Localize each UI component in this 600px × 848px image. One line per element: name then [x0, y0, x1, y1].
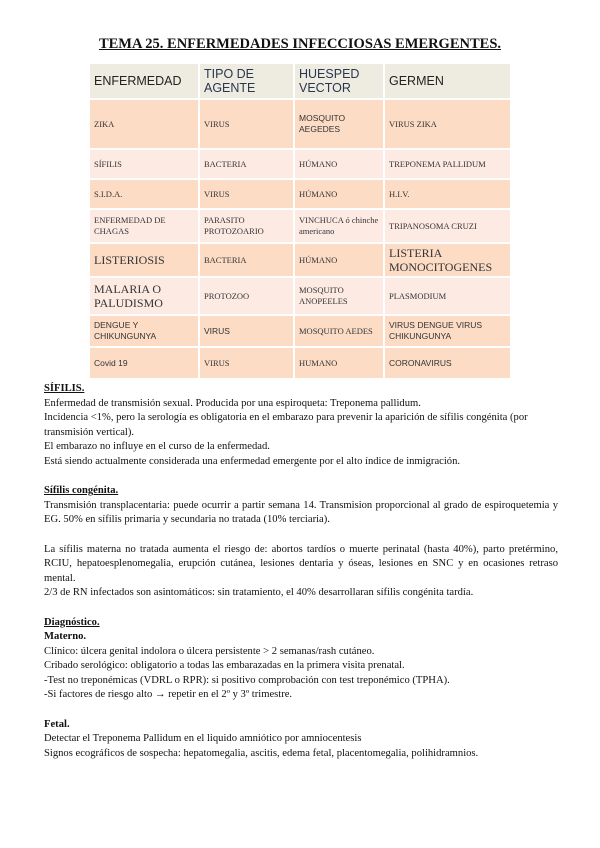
table-row: SÍFILIS BACTERIA HÚMANO TREPONEMA PALLIDUM — [90, 150, 510, 178]
table-cell: HÚMANO — [295, 150, 383, 178]
table-cell: VIRUS ZIKA — [385, 100, 510, 148]
paragraph: -Si factores de riesgo alto → repetir en… — [44, 689, 293, 701]
table-cell: ZIKA — [90, 100, 198, 148]
table-cell: MALARIA O PALUDISMO — [90, 278, 198, 314]
paragraph: Incidencia <1%, pero la serología es obl… — [44, 412, 528, 438]
table-cell: MOSQUITO ANOPEELES — [295, 278, 383, 314]
table-cell: VIRUS — [200, 180, 293, 208]
diseases-table: ENFERMEDAD TIPO DE AGENTE HUESPED VECTOR… — [88, 62, 512, 380]
table-row: MALARIA O PALUDISMO PROTOZOO MOSQUITO ANOP… — [90, 278, 510, 314]
table-cell: PLASMODIUM — [385, 278, 510, 314]
table-cell: MOSQUITO AEDES — [295, 316, 383, 346]
table-cell: SÍFILIS — [90, 150, 198, 178]
table-cell: VIRUS DENGUE VIRUS CHIKUNGUNYA — [385, 316, 510, 346]
column-header: TIPO DE AGENTE — [200, 64, 293, 98]
table-cell: H.I.V. — [385, 180, 510, 208]
paragraph: Cribado serológico: obligatorio a todas … — [44, 660, 405, 672]
paragraph: El embarazo no influye en el curso de la… — [44, 441, 270, 453]
table-row: DENGUE Y CHIKUNGUNYA VIRUS MOSQUITO AEDES V… — [90, 316, 510, 346]
table-cell: PROTOZOO — [200, 278, 293, 314]
section-heading-diagnostico: Diagnóstico. — [44, 616, 100, 628]
paragraph: Está siendo actualmente considerada una … — [44, 455, 461, 467]
table-cell: VIRUS — [200, 348, 293, 378]
paragraph: Transmisión transplacentaria: puede ocur… — [44, 499, 558, 526]
table-cell: VINCHUCA ó chinche americano — [295, 210, 383, 242]
column-header: GERMEN — [385, 64, 510, 98]
table-cell: BACTERIA — [200, 150, 293, 178]
table-row: ENFERMEDAD DE CHAGAS PARASITO PROTOZOARIO… — [90, 210, 510, 242]
table-cell: VIRUS — [200, 316, 293, 346]
section-heading-sifilis: SÍFILIS. — [44, 383, 85, 394]
table-row: LISTERIOSIS BACTERIA HÚMANO LISTERIA MONOCI… — [90, 244, 510, 276]
paragraph: La sífilis materna no tratada aumenta el… — [44, 543, 558, 584]
table-header-row: ENFERMEDAD TIPO DE AGENTE HUESPED VECTOR… — [90, 64, 510, 98]
table-cell: MOSQUITO AEGEDES — [295, 100, 383, 148]
paragraph: Enfermedad de transmisión sexual. Produc… — [44, 397, 421, 409]
paragraph: Detectar el Treponema Pallidum en el liq… — [44, 733, 362, 745]
table-cell: PARASITO PROTOZOARIO — [200, 210, 293, 242]
table-cell: DENGUE Y CHIKUNGUNYA — [90, 316, 198, 346]
paragraph: 2/3 de RN infectados son asintomáticos: … — [44, 587, 474, 599]
table-cell: LISTERIA MONOCITOGENES — [385, 244, 510, 276]
table-cell: HUMANO — [295, 348, 383, 378]
table-row: S.I.D.A. VIRUS HÚMANO H.I.V. — [90, 180, 510, 208]
document-body: SÍFILIS. Enfermedad de transmisión sexua… — [44, 382, 558, 761]
page-title: TEMA 25. ENFERMEDADES INFECCIOSAS EMERGE… — [98, 36, 502, 52]
table-row: Covid 19 VIRUS HUMANO CORONAVIRUS — [90, 348, 510, 378]
table-cell: S.I.D.A. — [90, 180, 198, 208]
subheading-materno: Materno. — [44, 631, 87, 643]
table-cell: TRIPANOSOMA CRUZI — [385, 210, 510, 242]
column-header: HUESPED VECTOR — [295, 64, 383, 98]
paragraph: -Test no treponémicas (VDRL o RPR): si p… — [44, 674, 450, 686]
section-heading-congenita: Sífilis congénita. — [44, 485, 119, 497]
table-cell: LISTERIOSIS — [90, 244, 198, 276]
subheading-fetal: Fetal. — [44, 718, 70, 730]
paragraph: Clínico: úlcera genital indolora o úlcer… — [44, 645, 375, 657]
table-cell: HÚMANO — [295, 244, 383, 276]
table-cell: ENFERMEDAD DE CHAGAS — [90, 210, 198, 242]
table-cell: Covid 19 — [90, 348, 198, 378]
paragraph: Signos ecográficos de sospecha: hepatome… — [44, 747, 479, 759]
table-row: ZIKA VIRUS MOSQUITO AEGEDES VIRUS ZIKA — [90, 100, 510, 148]
table-cell: HÚMANO — [295, 180, 383, 208]
column-header: ENFERMEDAD — [90, 64, 198, 98]
table-cell: BACTERIA — [200, 244, 293, 276]
table-cell: VIRUS — [200, 100, 293, 148]
table-cell: TREPONEMA PALLIDUM — [385, 150, 510, 178]
table-cell: CORONAVIRUS — [385, 348, 510, 378]
